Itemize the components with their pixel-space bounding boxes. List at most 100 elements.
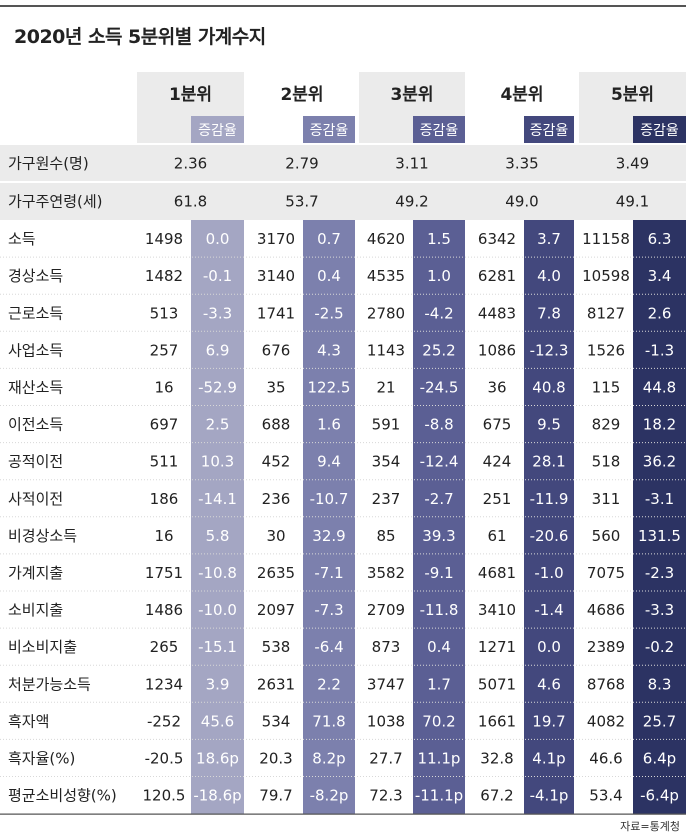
row-change: 9.5 <box>537 416 561 434</box>
row-value: 591 <box>372 416 401 434</box>
row-change: -12.3 <box>530 341 569 359</box>
row-change: 5.8 <box>206 527 230 545</box>
row-value: 1271 <box>478 638 516 656</box>
row-value: 452 <box>262 453 291 471</box>
row-value: 46.6 <box>589 749 622 767</box>
row-change: -2.5 <box>314 304 343 322</box>
row-change: -3.3 <box>645 601 674 619</box>
row-change: -1.3 <box>645 341 674 359</box>
row-change: 9.4 <box>317 453 341 471</box>
row-change: -11.1p <box>415 787 463 805</box>
row-value: 4620 <box>367 230 405 248</box>
change-header-label-4: 증감율 <box>530 123 569 139</box>
row-change: 10.3 <box>201 453 234 471</box>
row-change: 8.2p <box>312 749 345 767</box>
row-change: -52.9 <box>198 378 237 396</box>
row-change: -6.4 <box>314 638 343 656</box>
row-change: 2.6 <box>648 304 672 322</box>
row-change: 6.3 <box>648 230 672 248</box>
row-change: 7.8 <box>537 304 561 322</box>
row-label: 공적이전 <box>8 453 63 471</box>
row-change: -15.1 <box>198 638 237 656</box>
row-change: -8.2p <box>310 787 349 805</box>
row-change: -11.8 <box>420 601 459 619</box>
change-header-label-1: 증감율 <box>198 123 237 139</box>
row-value: 513 <box>150 304 179 322</box>
row-change: -10.7 <box>310 490 349 508</box>
row-change: 45.6 <box>201 712 234 730</box>
row-value: 8768 <box>587 675 625 693</box>
row-label: 처분가능소득 <box>8 675 91 693</box>
row-change: -7.1 <box>314 564 343 582</box>
change-header-bg-5 <box>633 116 686 144</box>
row-change: 0.0 <box>206 230 230 248</box>
row-value: 4535 <box>367 267 405 285</box>
row-value: 675 <box>483 416 512 434</box>
row-change: -24.5 <box>420 378 459 396</box>
row-change: -1.4 <box>534 601 563 619</box>
row-change: -4.2 <box>424 304 453 322</box>
meta-row-value: 53.7 <box>285 193 318 211</box>
row-value: 1751 <box>145 564 183 582</box>
row-change: 8.3 <box>648 675 672 693</box>
row-change: -6.4p <box>640 787 679 805</box>
row-value: 538 <box>262 638 291 656</box>
row-change: 0.4 <box>317 267 341 285</box>
row-change: 18.6p <box>196 749 239 767</box>
row-change: 6.4p <box>643 749 676 767</box>
row-label: 사적이전 <box>8 490 63 508</box>
row-value: 688 <box>262 416 291 434</box>
row-value: 16 <box>154 378 173 396</box>
row-change: 18.2 <box>643 416 676 434</box>
row-label: 소득 <box>8 230 36 248</box>
row-change: -18.6p <box>193 787 241 805</box>
row-value: 237 <box>372 490 401 508</box>
row-label: 가계지출 <box>8 564 63 582</box>
row-value: 1234 <box>145 675 183 693</box>
row-value: 2631 <box>257 675 295 693</box>
row-value: 3140 <box>257 267 295 285</box>
row-change: 70.2 <box>422 712 455 730</box>
quintile-header-2: 2분위 <box>280 85 323 105</box>
change-column-bg-5 <box>633 220 686 814</box>
row-change: 28.1 <box>532 453 565 471</box>
row-value: 16 <box>154 527 173 545</box>
row-change: 39.3 <box>422 527 455 545</box>
row-change: -20.6 <box>530 527 569 545</box>
row-change: 2.5 <box>206 416 230 434</box>
row-value: 251 <box>483 490 512 508</box>
meta-row-value: 3.49 <box>616 155 649 173</box>
change-column-bg-2 <box>303 220 355 814</box>
row-change: 6.9 <box>206 341 230 359</box>
row-label: 평균소비성향(%) <box>8 787 117 805</box>
row-value: 1661 <box>478 712 516 730</box>
meta-row-value: 49.2 <box>395 193 428 211</box>
row-value: 120.5 <box>143 787 186 805</box>
meta-row-bg <box>0 144 686 182</box>
row-value: 79.7 <box>259 787 292 805</box>
row-label: 경상소득 <box>8 267 63 285</box>
row-value: 1086 <box>478 341 516 359</box>
row-value: 2780 <box>367 304 405 322</box>
row-change: 1.7 <box>427 675 451 693</box>
row-change: -4.1p <box>530 787 569 805</box>
meta-row-label: 가구원수(명) <box>8 155 89 173</box>
row-change: 2.2 <box>317 675 341 693</box>
row-value: 2389 <box>587 638 625 656</box>
row-label: 소비지출 <box>8 601 63 619</box>
quintile-header-4: 4분위 <box>500 85 543 105</box>
row-value: 20.3 <box>259 749 292 767</box>
row-value: 1482 <box>145 267 183 285</box>
row-change: 4.0 <box>537 267 561 285</box>
row-value: 21 <box>376 378 395 396</box>
meta-row-bg <box>0 182 686 220</box>
source-note: 자료=통계청 <box>620 820 680 833</box>
row-change: -14.1 <box>198 490 237 508</box>
row-value: 1038 <box>367 712 405 730</box>
row-value: 4082 <box>587 712 625 730</box>
row-change: 1.6 <box>317 416 341 434</box>
change-header-label-3: 증감율 <box>420 123 459 139</box>
top-rule <box>0 5 686 7</box>
row-value: 424 <box>483 453 512 471</box>
row-change: -11.9 <box>530 490 569 508</box>
